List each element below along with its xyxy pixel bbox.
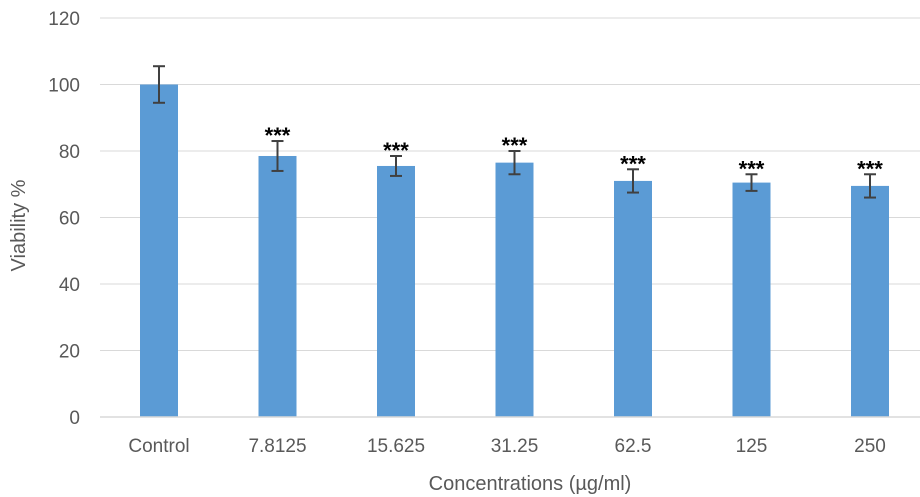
- x-tick-label: 62.5: [615, 436, 652, 457]
- error-bar: [627, 168, 639, 194]
- bar: [258, 155, 297, 418]
- error-bar: [864, 173, 876, 199]
- x-tick-label: 125: [736, 436, 768, 457]
- error-bar: [153, 65, 165, 104]
- x-tick-label: 15.625: [367, 436, 425, 457]
- bar: [140, 84, 178, 417]
- x-tick-label: 250: [854, 436, 886, 457]
- y-tick-label: 0: [69, 408, 80, 429]
- y-axis-ticks: 0 20 40 60 80 100 120: [48, 9, 80, 429]
- bar: [732, 182, 771, 417]
- y-tick-label: 100: [48, 76, 80, 97]
- y-tick-label: 80: [59, 142, 80, 163]
- x-tick-label: 31.25: [491, 436, 539, 457]
- bar: [851, 185, 889, 417]
- significance-label: ***: [857, 156, 883, 181]
- bar: [377, 165, 415, 417]
- error-bar: [390, 154, 402, 177]
- bar: [495, 162, 534, 417]
- bars: [140, 84, 889, 418]
- significance-label: ***: [502, 133, 528, 158]
- bar: [614, 180, 652, 417]
- error-bars: [153, 65, 876, 199]
- x-axis-title: Concentrations (µg/ml): [429, 473, 632, 495]
- y-tick-label: 120: [48, 9, 80, 30]
- y-tick-label: 60: [59, 209, 80, 230]
- significance-label: ***: [383, 138, 409, 163]
- significance-label: ***: [739, 156, 765, 181]
- error-bar: [271, 140, 284, 172]
- x-axis-ticks: Control 7.8125 15.625 31.25 62.5 125 250: [128, 436, 885, 457]
- error-bar: [508, 150, 521, 176]
- significance-label: ***: [265, 123, 291, 148]
- y-axis-title: Viability %: [8, 179, 30, 271]
- significance-label: ***: [620, 151, 646, 176]
- error-bar: [745, 173, 758, 192]
- x-tick-label: Control: [128, 436, 189, 457]
- y-tick-label: 20: [59, 342, 80, 363]
- x-tick-label: 7.8125: [248, 436, 306, 457]
- significance-labels: *** *** *** *** *** ***: [265, 123, 884, 181]
- y-tick-label: 40: [59, 275, 80, 296]
